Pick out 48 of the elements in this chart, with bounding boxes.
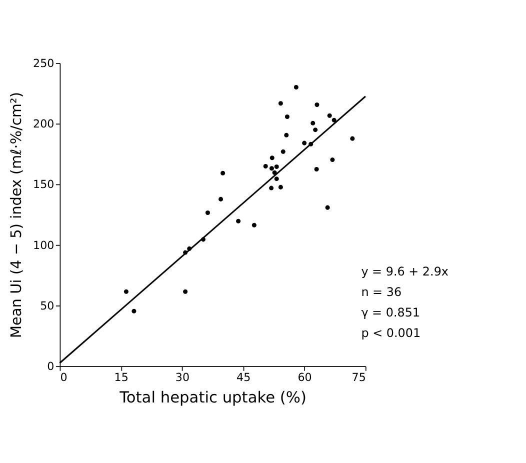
point — [278, 184, 283, 190]
point — [218, 196, 224, 202]
annotation: y = 9.6 + 2.9x — [361, 264, 448, 279]
y-tick-label: 250 — [33, 56, 54, 70]
point — [302, 140, 307, 146]
x-tick-label: 0 — [60, 371, 68, 384]
y-axis-title: Mean Ui (4 − 5) index (mℓ·%/cm²) — [9, 92, 26, 338]
point — [294, 85, 298, 90]
y-tick-label: 0 — [47, 360, 54, 374]
point — [263, 164, 268, 168]
point — [314, 166, 319, 172]
point — [278, 101, 283, 106]
point — [350, 136, 355, 141]
annotation: n = 36 — [361, 285, 402, 300]
x-tick-label: 60 — [298, 371, 312, 384]
annotation: p < 0.001 — [361, 326, 421, 340]
point — [274, 164, 279, 169]
point — [205, 210, 210, 216]
y-tick-label: 200 — [33, 118, 54, 130]
point — [325, 205, 330, 210]
point — [124, 289, 128, 294]
point — [220, 170, 226, 176]
point — [284, 114, 290, 119]
point — [310, 120, 316, 126]
x-tick-label: 30 — [175, 371, 190, 384]
x-tick-label: 15 — [114, 371, 128, 384]
point — [269, 186, 274, 190]
point — [132, 308, 136, 314]
point — [274, 176, 279, 182]
point — [327, 113, 332, 118]
y-tick-label: 150 — [33, 178, 54, 192]
point — [252, 222, 256, 228]
point — [236, 218, 241, 224]
x-tick-label: 45 — [236, 371, 251, 384]
point — [313, 128, 318, 132]
x-tick-label: 75 — [352, 371, 366, 384]
point — [183, 289, 188, 294]
point — [270, 156, 274, 160]
point — [269, 166, 274, 171]
point — [332, 118, 336, 122]
x-axis-title: Total hepatic uptake (%) — [118, 388, 306, 406]
annotation: γ = 0.851 — [361, 306, 420, 320]
point — [314, 102, 320, 107]
point — [330, 158, 335, 162]
point — [284, 132, 289, 138]
y-tick-label: 100 — [33, 238, 54, 252]
point — [280, 149, 286, 154]
y-tick-label: 50 — [40, 299, 54, 312]
